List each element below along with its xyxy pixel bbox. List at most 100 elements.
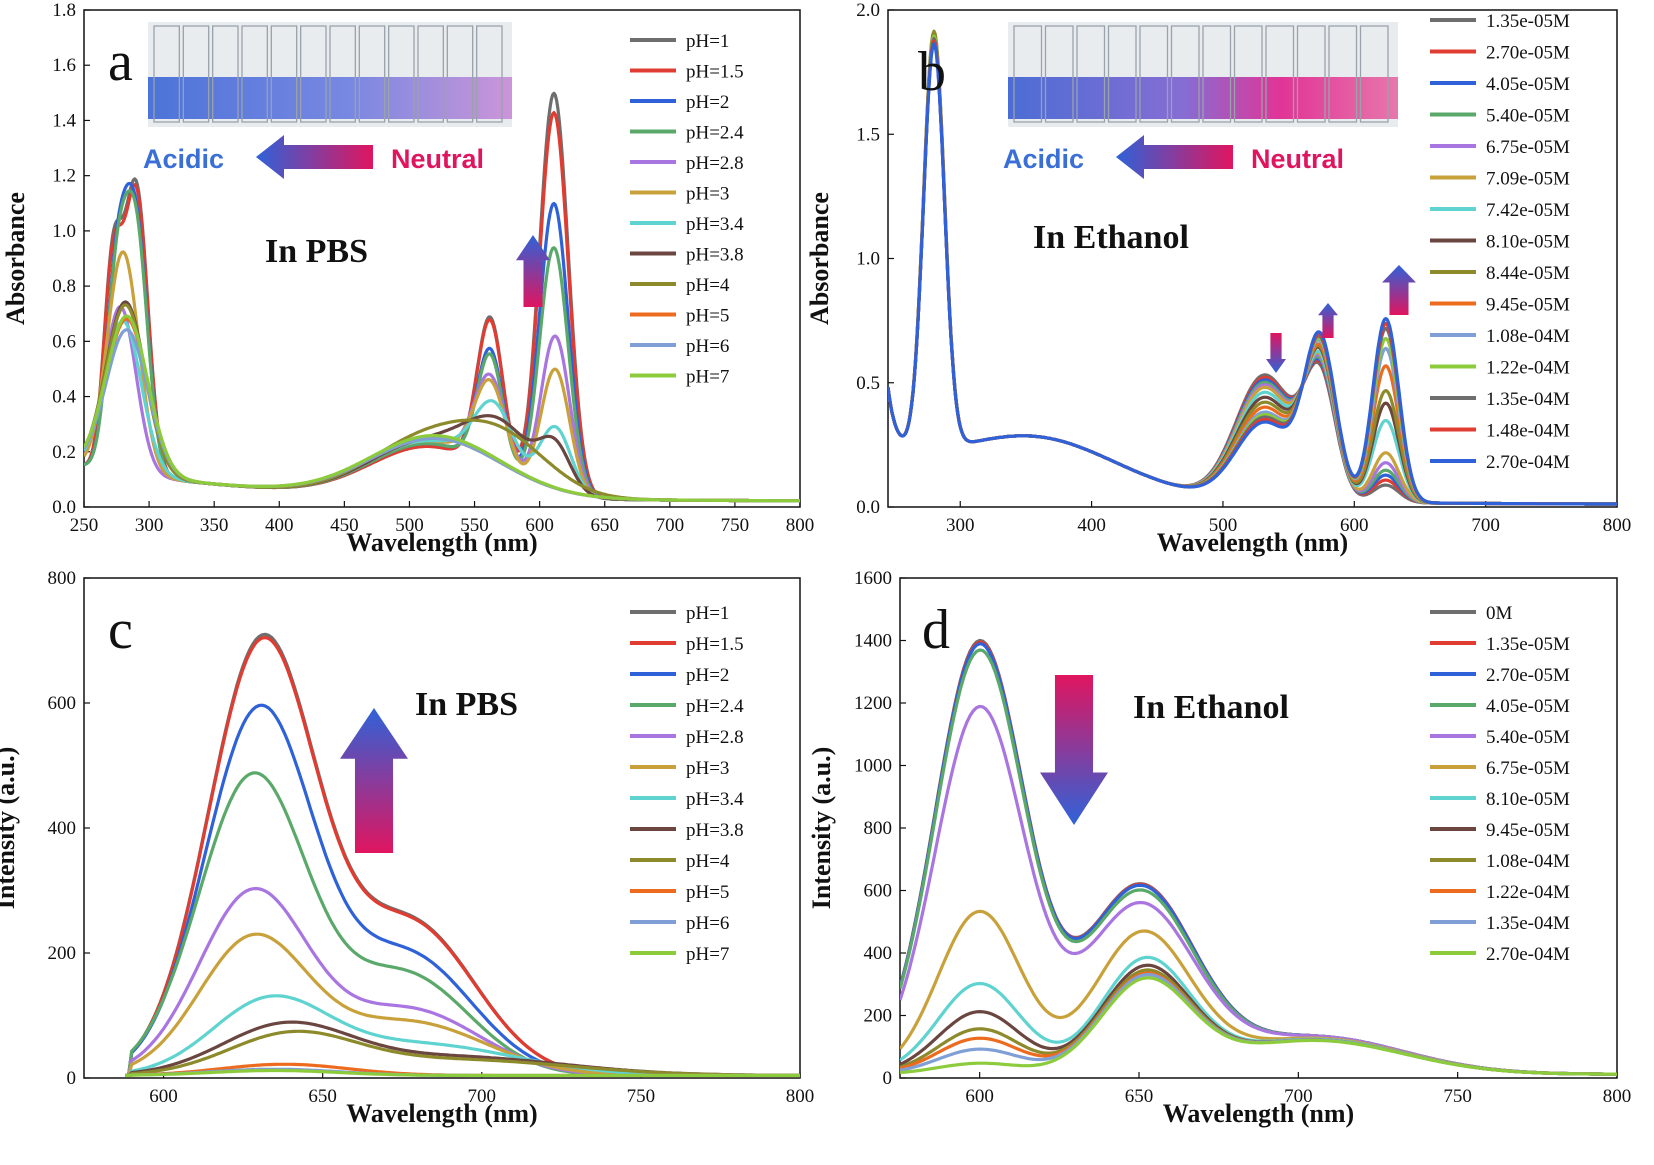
series-group bbox=[888, 29, 1617, 506]
x-tick-label: 300 bbox=[946, 515, 975, 536]
series-line-9 bbox=[84, 303, 800, 503]
x-tick-label: 700 bbox=[656, 515, 685, 536]
series-line-9 bbox=[125, 1029, 800, 1078]
trend-arrow-up-icon bbox=[1318, 303, 1338, 338]
x-tick-label: 700 bbox=[1471, 515, 1500, 536]
legend-label: pH=6 bbox=[686, 336, 729, 357]
y-tick-label: 0 bbox=[883, 1068, 893, 1089]
y-tick-label: 1000 bbox=[854, 756, 892, 777]
legend-label: pH=4 bbox=[686, 275, 730, 296]
legend-label: pH=3 bbox=[686, 184, 729, 205]
trend-arrow-up-icon bbox=[1382, 265, 1416, 315]
y-tick-label: 1200 bbox=[854, 693, 892, 714]
legend-label: 4.05e-05M bbox=[1486, 696, 1570, 717]
legend-label: 5.40e-05M bbox=[1486, 727, 1570, 748]
legend-label: pH=7 bbox=[686, 367, 729, 388]
y-axis-label: Intensity (a.u.) bbox=[807, 747, 836, 910]
legend-label: 1.48e-04M bbox=[1486, 421, 1570, 442]
acidic-label: Acidic bbox=[143, 144, 224, 174]
series-line-8 bbox=[84, 300, 800, 503]
cuvette bbox=[358, 25, 386, 123]
x-axis-label: Wavelength (nm) bbox=[346, 1099, 537, 1128]
y-tick-label: 1.6 bbox=[52, 55, 76, 76]
legend-label: pH=1.5 bbox=[686, 62, 744, 83]
series-line-8 bbox=[900, 963, 1617, 1076]
x-axis-label: Wavelength (nm) bbox=[346, 528, 537, 557]
y-tick-label: 0.8 bbox=[52, 276, 76, 297]
legend: 1.35e-05M 2.70e-05M 4.05e-05M 5.40e-05M 6.75… bbox=[1430, 11, 1570, 473]
series-line-12 bbox=[125, 1068, 800, 1078]
solvent-annotation: In PBS bbox=[265, 233, 368, 270]
x-tick-label: 650 bbox=[308, 1086, 337, 1107]
y-tick-label: 1600 bbox=[854, 568, 892, 589]
trend-arrow-up-icon bbox=[516, 235, 550, 307]
x-tick-label: 500 bbox=[1209, 515, 1238, 536]
y-tick-label: 1.8 bbox=[52, 0, 76, 21]
x-tick-label: 350 bbox=[200, 515, 229, 536]
x-tick-label: 500 bbox=[395, 515, 424, 536]
y-tick-label: 0 bbox=[67, 1068, 77, 1089]
cuvette bbox=[1265, 25, 1295, 123]
y-tick-label: 400 bbox=[864, 943, 893, 964]
cuvette bbox=[417, 25, 444, 123]
y-tick-label: 0.4 bbox=[52, 387, 76, 408]
y-tick-label: 0.0 bbox=[856, 497, 880, 518]
solvent-annotation: In Ethanol bbox=[1133, 689, 1289, 726]
solvent-annotation: In Ethanol bbox=[1033, 219, 1189, 256]
y-tick-label: 0.6 bbox=[52, 331, 76, 352]
legend-label: pH=3.4 bbox=[686, 789, 744, 810]
legend-label: pH=4 bbox=[686, 851, 730, 872]
cuvette bbox=[1013, 25, 1043, 123]
x-tick-label: 600 bbox=[1340, 515, 1369, 536]
legend-label: pH=3 bbox=[686, 758, 729, 779]
y-tick-label: 0.2 bbox=[52, 442, 76, 463]
trend-arrow-down-icon bbox=[1266, 333, 1286, 373]
series-line-7 bbox=[900, 955, 1617, 1076]
x-tick-label: 450 bbox=[330, 515, 359, 536]
legend-label: 1.22e-04M bbox=[1486, 358, 1570, 379]
legend-label: 1.08e-04M bbox=[1486, 326, 1570, 347]
solvent-annotation: In PBS bbox=[415, 686, 518, 723]
legend-label: pH=2.8 bbox=[686, 727, 744, 748]
cuvette bbox=[182, 25, 210, 123]
x-tick-label: 800 bbox=[1603, 1086, 1632, 1107]
legend-label: 8.44e-05M bbox=[1486, 263, 1570, 284]
cuvette bbox=[1233, 25, 1263, 123]
legend-label: pH=2 bbox=[686, 92, 729, 113]
legend-label: pH=2.4 bbox=[686, 123, 744, 144]
cuvette bbox=[1296, 25, 1326, 123]
x-tick-label: 600 bbox=[965, 1086, 994, 1107]
cuvette bbox=[300, 25, 327, 123]
legend-label: 2.70e-04M bbox=[1486, 944, 1570, 965]
legend-label: pH=2.4 bbox=[686, 696, 744, 717]
cuvette bbox=[476, 25, 503, 123]
legend-label: pH=3.4 bbox=[686, 214, 744, 235]
series-group bbox=[84, 91, 800, 503]
cuvette bbox=[212, 25, 239, 123]
cuvette bbox=[1170, 25, 1200, 123]
legend-label: 8.10e-05M bbox=[1486, 789, 1570, 810]
series-group bbox=[125, 632, 800, 1078]
legend-label: 6.75e-05M bbox=[1486, 758, 1570, 779]
legend: pH=1 pH=1.5 pH=2 pH=2.4 pH=2.8 pH=3 pH=3.4 pH=3… bbox=[630, 603, 744, 965]
legend-label: 1.35e-04M bbox=[1486, 913, 1570, 934]
y-tick-label: 1400 bbox=[854, 631, 892, 652]
series-line-12 bbox=[900, 976, 1617, 1076]
legend-label: pH=1.5 bbox=[686, 634, 744, 655]
y-tick-label: 600 bbox=[48, 693, 77, 714]
trend-arrow-down-icon bbox=[1040, 675, 1108, 825]
chart-panel-c: 600 650 700 750 800 0 200 400 600 800 Wavelength (… bbox=[0, 568, 814, 1128]
legend-label: 1.22e-04M bbox=[1486, 882, 1570, 903]
cuvette bbox=[1139, 25, 1169, 123]
legend-label: pH=3.8 bbox=[686, 245, 744, 266]
x-tick-label: 550 bbox=[460, 515, 489, 536]
legend-label: 6.75e-05M bbox=[1486, 137, 1570, 158]
legend-label: 1.08e-04M bbox=[1486, 851, 1570, 872]
y-tick-label: 1.0 bbox=[856, 249, 880, 270]
x-tick-label: 800 bbox=[786, 1086, 815, 1107]
x-tick-label: 600 bbox=[525, 515, 554, 536]
cuvette bbox=[446, 25, 474, 123]
x-tick-label: 800 bbox=[1603, 515, 1632, 536]
y-tick-label: 1.5 bbox=[856, 124, 880, 145]
legend-label: pH=5 bbox=[686, 882, 729, 903]
